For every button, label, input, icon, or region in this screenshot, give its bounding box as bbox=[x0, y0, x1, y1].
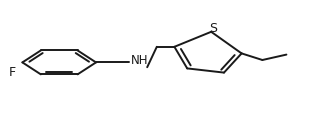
Text: NH: NH bbox=[131, 54, 148, 66]
Text: F: F bbox=[9, 66, 16, 78]
Text: S: S bbox=[209, 22, 217, 35]
